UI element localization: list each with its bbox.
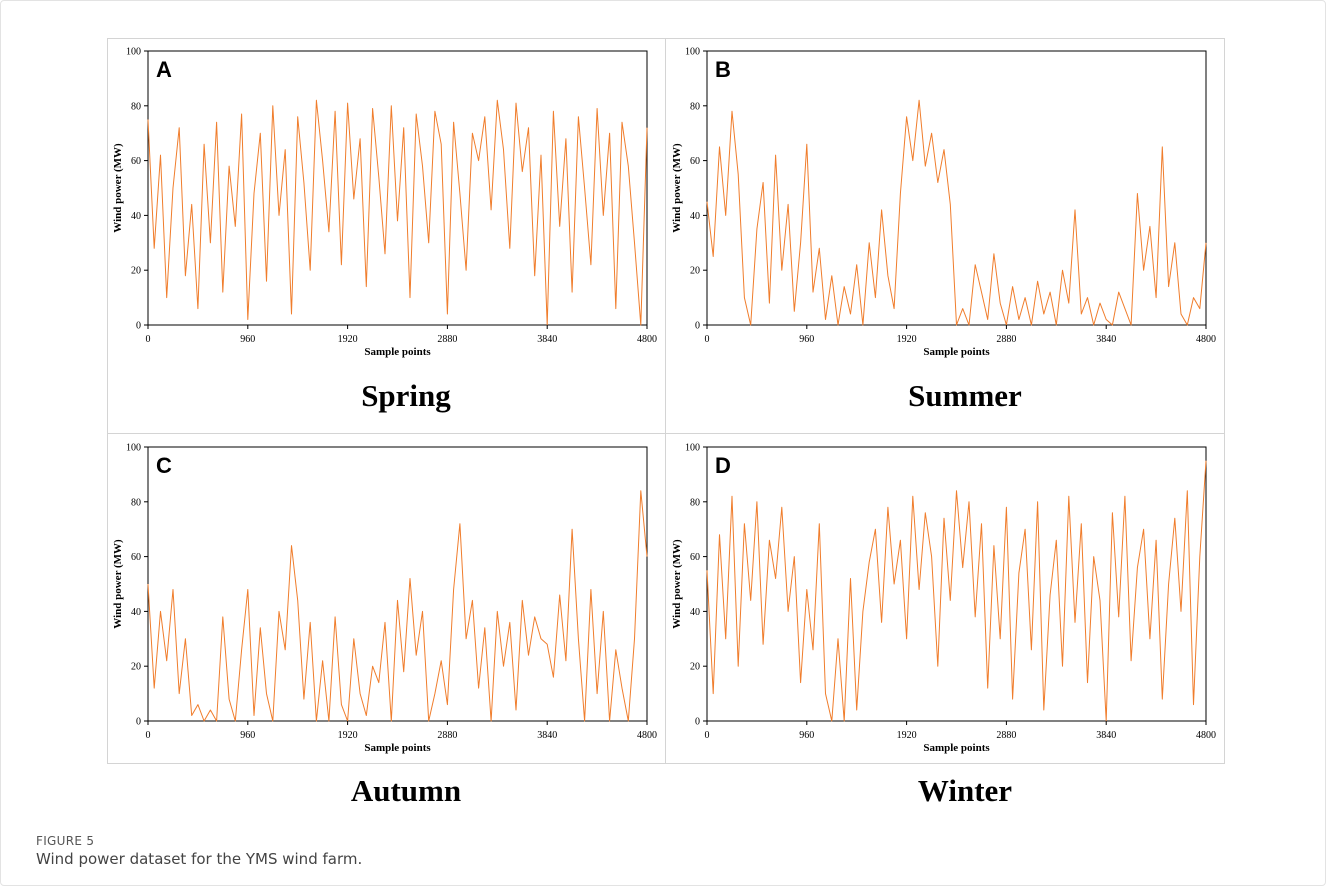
- x-tick-label: 4800: [637, 334, 657, 345]
- series-line: [706, 99, 1207, 326]
- season-label-autumn: Autumn: [350, 773, 462, 808]
- y-tick-label: 80: [131, 497, 141, 508]
- y-tick-label: 60: [690, 552, 700, 563]
- x-axis-label: Sample points: [364, 742, 431, 754]
- chart-panel-b: 0 20 40 60 80 100 0 960 1920 2880 3840 4800 Sample p…: [666, 38, 1224, 368]
- chart-panel-a: 0 20 40 60 80 100 0 960 1920 2880 3840 4800 Sample p…: [107, 38, 665, 368]
- x-tick-label: 2880: [437, 730, 457, 741]
- y-tick-label: 40: [131, 211, 141, 222]
- plot-area: [706, 50, 1207, 326]
- series-line: [706, 460, 1207, 722]
- y-tick-label: 0: [695, 321, 700, 332]
- y-tick-label: 0: [136, 717, 141, 728]
- y-tick-label: 80: [690, 101, 700, 112]
- x-tick-label: 1920: [897, 730, 917, 741]
- x-tick-label: 2880: [996, 334, 1016, 345]
- y-tick-label: 20: [131, 662, 141, 673]
- y-tick-label: 80: [131, 101, 141, 112]
- chart-svg-c: 0 20 40 60 80 100 0 960 1920 2880 3840 4800 Sample p…: [112, 443, 657, 755]
- season-label-spring: Spring: [361, 378, 451, 413]
- x-tick-label: 3840: [1096, 334, 1116, 345]
- panel-letter: B: [715, 57, 731, 82]
- season-label-summer: Summer: [908, 378, 1022, 413]
- x-tick-label: 2880: [996, 730, 1016, 741]
- plot-area: [706, 446, 1207, 722]
- y-tick-label: 100: [126, 443, 141, 454]
- x-tick-label: 960: [799, 334, 814, 345]
- y-tick-label: 0: [695, 717, 700, 728]
- y-tick-label: 80: [690, 497, 700, 508]
- panel-divider-horizontal: [107, 433, 1225, 434]
- x-tick-label: 1920: [897, 334, 917, 345]
- chart-panel-c: 0 20 40 60 80 100 0 960 1920 2880 3840 4800 Sample p…: [107, 434, 665, 764]
- panel-letter: A: [156, 57, 172, 82]
- panel-letter: C: [156, 453, 172, 478]
- x-tick-label: 0: [705, 334, 710, 345]
- x-tick-label: 0: [705, 730, 710, 741]
- series-line: [147, 99, 648, 326]
- chart-svg-b: 0 20 40 60 80 100 0 960 1920 2880 3840 4800 Sample p…: [671, 47, 1216, 359]
- x-tick-label: 3840: [537, 730, 557, 741]
- y-axis-label: Wind power (MW): [112, 143, 124, 233]
- y-axis-label: Wind power (MW): [112, 539, 124, 629]
- x-tick-label: 0: [146, 730, 151, 741]
- chart-svg-a: 0 20 40 60 80 100 0 960 1920 2880 3840 4800 Sample p…: [112, 47, 657, 359]
- y-tick-label: 100: [126, 47, 141, 58]
- y-tick-label: 100: [685, 47, 700, 58]
- y-tick-label: 40: [131, 607, 141, 618]
- x-tick-label: 1920: [338, 334, 358, 345]
- y-axis-label: Wind power (MW): [671, 143, 683, 233]
- plot-area: [147, 50, 648, 326]
- x-axis-label: Sample points: [923, 346, 990, 358]
- x-tick-label: 1920: [338, 730, 358, 741]
- chart-panel-d: 0 20 40 60 80 100 0 960 1920 2880 3840 4800 Sample p…: [666, 434, 1224, 764]
- y-tick-label: 60: [131, 156, 141, 167]
- x-tick-label: 960: [240, 730, 255, 741]
- y-axis-label: Wind power (MW): [671, 539, 683, 629]
- x-tick-label: 4800: [1196, 730, 1216, 741]
- series-line: [147, 490, 648, 722]
- season-label-winter: Winter: [917, 773, 1013, 808]
- y-tick-label: 60: [690, 156, 700, 167]
- x-tick-label: 4800: [637, 730, 657, 741]
- y-tick-label: 60: [131, 552, 141, 563]
- x-tick-label: 0: [146, 334, 151, 345]
- x-tick-label: 960: [799, 730, 814, 741]
- panel-grid: [107, 38, 1225, 764]
- x-axis-label: Sample points: [364, 346, 431, 358]
- y-tick-label: 40: [690, 607, 700, 618]
- y-tick-label: 20: [131, 266, 141, 277]
- plot-area: [147, 446, 648, 722]
- y-tick-label: 20: [690, 662, 700, 673]
- panel-divider-vertical: [665, 38, 666, 764]
- figure-number: FIGURE 5: [36, 834, 95, 848]
- panel-letter: D: [715, 453, 731, 478]
- x-tick-label: 4800: [1196, 334, 1216, 345]
- x-tick-label: 2880: [437, 334, 457, 345]
- x-tick-label: 3840: [537, 334, 557, 345]
- y-tick-label: 100: [685, 443, 700, 454]
- x-tick-label: 960: [240, 334, 255, 345]
- chart-svg-d: 0 20 40 60 80 100 0 960 1920 2880 3840 4800 Sample p…: [671, 443, 1216, 755]
- figure-caption: Wind power dataset for the YMS wind farm…: [36, 850, 363, 868]
- x-axis-label: Sample points: [923, 742, 990, 754]
- y-tick-label: 40: [690, 211, 700, 222]
- x-tick-label: 3840: [1096, 730, 1116, 741]
- y-tick-label: 20: [690, 266, 700, 277]
- y-tick-label: 0: [136, 321, 141, 332]
